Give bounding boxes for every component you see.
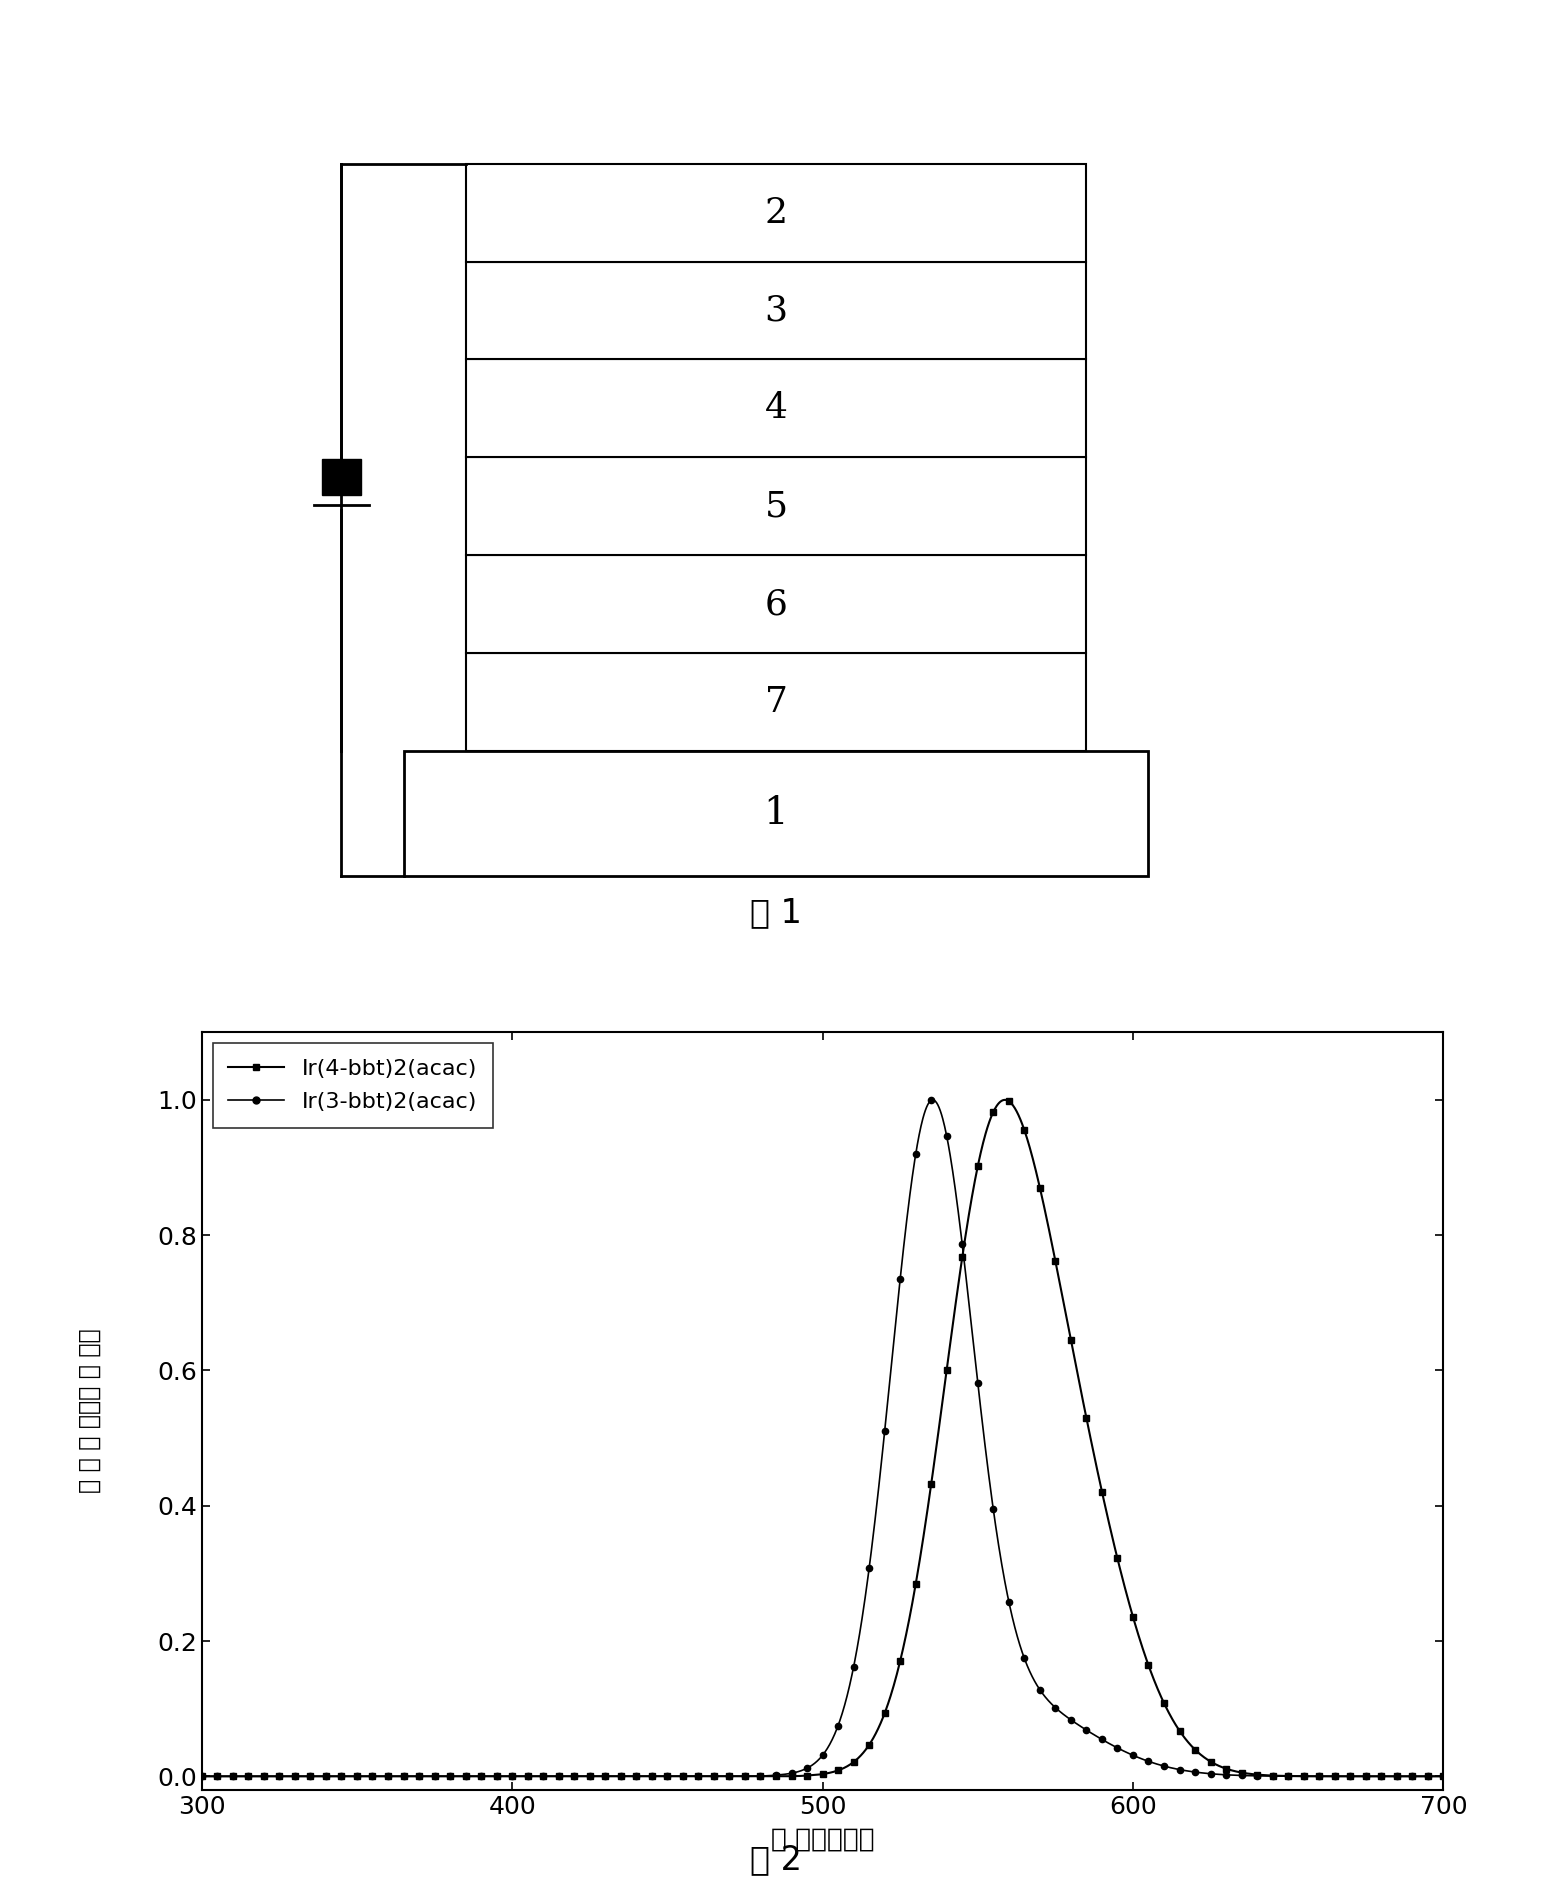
- Bar: [466, 261, 1086, 360]
- Text: 2: 2: [765, 195, 787, 229]
- Text: 发 光 强 度（相 对 值）: 发 光 强 度（相 对 值）: [78, 1330, 102, 1492]
- Legend: Ir(4-bbt)2(acac), Ir(3-bbt)2(acac): Ir(4-bbt)2(acac), Ir(3-bbt)2(acac): [213, 1044, 492, 1127]
- Bar: [321, 458, 360, 494]
- Bar: [466, 360, 1086, 456]
- Text: 7: 7: [765, 686, 787, 720]
- Text: 4: 4: [765, 392, 787, 426]
- Bar: [466, 163, 1086, 261]
- Text: 5: 5: [765, 489, 787, 523]
- Bar: [466, 555, 1086, 653]
- X-axis label: 波 长（纳米）: 波 长（纳米）: [771, 1828, 874, 1852]
- Bar: [466, 456, 1086, 555]
- Text: 图 2: 图 2: [750, 1843, 802, 1877]
- Bar: [404, 752, 1148, 875]
- Text: 3: 3: [765, 294, 787, 328]
- Text: 图 1: 图 1: [750, 896, 802, 930]
- Text: 6: 6: [765, 587, 787, 621]
- Bar: [466, 653, 1086, 752]
- Text: 1: 1: [764, 795, 788, 831]
